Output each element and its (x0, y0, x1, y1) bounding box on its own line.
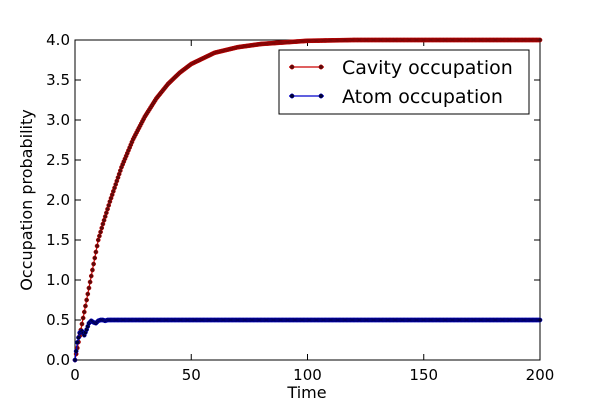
series-layer (72, 37, 543, 363)
data-point (91, 261, 96, 267)
data-point (81, 309, 87, 315)
x-axis-label: Time (286, 383, 326, 400)
data-point (86, 285, 92, 291)
data-point (93, 249, 99, 255)
axis-ticks: 0 50 100 150 200 0.0 0.5 1.0 1.5 2.0 2.5 3.0 3.5 4.0 (46, 31, 554, 384)
x-tick-label: 0 (70, 366, 80, 384)
legend-marker (289, 64, 295, 70)
legend-marker (289, 93, 295, 99)
data-point (537, 37, 543, 43)
y-tick-label: 0.0 (46, 351, 70, 369)
data-point (83, 303, 88, 309)
legend-item: Cavity occupation (289, 57, 513, 79)
legend-item: Atom occupation (289, 86, 503, 108)
legend-marker (318, 93, 324, 99)
x-tick-label: 100 (293, 366, 322, 384)
y-tick-label: 2.0 (46, 191, 70, 209)
data-point (72, 357, 78, 363)
series-atom (72, 317, 543, 363)
y-tick-label: 1.5 (46, 231, 70, 249)
y-tick-label: 4.0 (46, 31, 70, 49)
data-point (87, 279, 93, 285)
data-point (79, 321, 85, 327)
data-point (95, 237, 101, 243)
data-point (92, 255, 98, 261)
y-axis-label: Occupation probability (17, 109, 36, 290)
legend-label: Atom occupation (342, 86, 503, 108)
legend-marker (318, 64, 324, 70)
x-tick-label: 50 (182, 366, 201, 384)
data-point (80, 315, 86, 321)
data-point (74, 340, 80, 345)
data-point (84, 297, 89, 303)
data-point (94, 243, 100, 249)
data-point (85, 291, 91, 297)
x-tick-label: 150 (409, 366, 438, 384)
data-point (98, 229, 103, 235)
data-point (73, 348, 79, 354)
legend-label: Cavity occupation (342, 57, 513, 79)
data-point (99, 225, 105, 231)
data-point (76, 335, 81, 340)
y-tick-label: 1.0 (46, 271, 70, 289)
data-point (88, 273, 94, 279)
data-point (97, 233, 102, 239)
x-tick-label: 200 (526, 366, 555, 384)
y-tick-label: 3.5 (46, 71, 70, 89)
y-tick-label: 0.5 (46, 311, 70, 329)
series-cavity (72, 37, 543, 363)
data-point (537, 317, 543, 323)
legend-box (278, 49, 530, 115)
y-tick-label: 3.0 (46, 111, 70, 129)
y-tick-label: 2.5 (46, 151, 70, 169)
data-point (90, 267, 95, 273)
legend: Cavity occupation Atom occupation (278, 49, 530, 115)
